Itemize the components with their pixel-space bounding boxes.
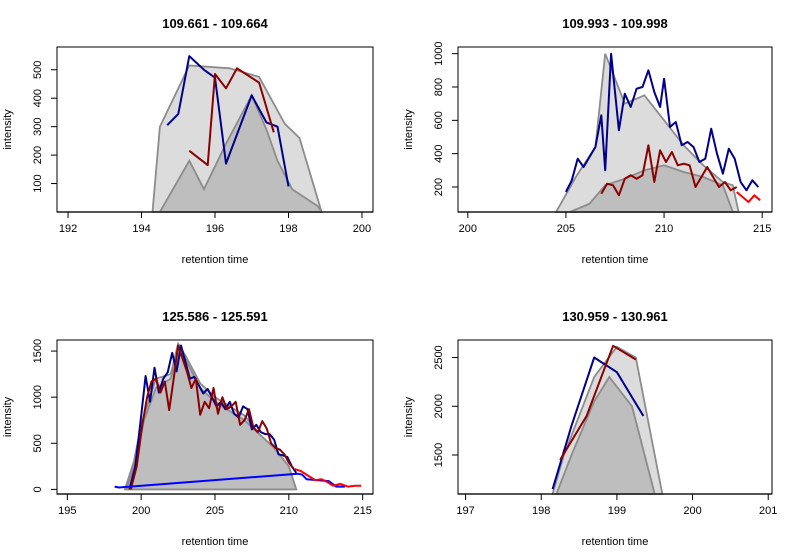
y-axis-label: intensity	[403, 396, 415, 437]
series-line-3	[736, 191, 761, 203]
y-tick-label: 0	[32, 486, 44, 492]
y-tick-label: 2500	[433, 345, 445, 369]
y-tick-label: 1500	[32, 339, 44, 363]
series-line-2	[129, 344, 295, 490]
x-axis-label: retention time	[582, 536, 649, 548]
x-tick-label: 205	[206, 505, 224, 517]
y-tick-label: 1500	[433, 443, 445, 467]
series-line-2	[559, 344, 637, 461]
y-tick-label: 300	[32, 117, 44, 135]
y-tick-label: 500	[32, 434, 44, 452]
x-tick-label: 195	[58, 505, 76, 517]
y-axis-label: intensity	[2, 396, 14, 437]
y-axis-label: intensity	[403, 109, 415, 150]
x-tick-label: 200	[132, 505, 150, 517]
y-tick-label: 1000	[433, 41, 445, 65]
chart-panel-4: 197 198 199 200 201 1500 2000 2500 130.959 - 130…	[403, 309, 777, 548]
series-line-4	[294, 468, 362, 488]
y-tick-label: 400	[433, 144, 445, 162]
x-tick-label: 200	[353, 223, 371, 235]
x-tick-label: 201	[759, 505, 777, 517]
x-tick-label: 199	[608, 505, 626, 517]
series-line-1	[565, 52, 760, 193]
y-tick-label: 500	[32, 61, 44, 79]
series-line-2	[188, 67, 275, 167]
x-tick-label: 198	[279, 223, 297, 235]
y-tick-label: 2000	[433, 394, 445, 418]
plot-frame	[457, 46, 773, 213]
chart-title: 109.661 - 109.664	[162, 16, 268, 31]
x-tick-label: 197	[456, 505, 474, 517]
series-line-2	[600, 144, 738, 197]
area-band-2	[158, 93, 324, 213]
x-tick-label: 215	[353, 505, 371, 517]
x-tick-label: 200	[683, 505, 701, 517]
x-tick-label: 192	[59, 223, 77, 235]
x-tick-label: 194	[132, 223, 150, 235]
y-axis-label: intensity	[2, 109, 14, 150]
y-tick-label: 1000	[32, 385, 44, 409]
chart-title: 130.959 - 130.961	[562, 309, 668, 324]
y-tick-label: 400	[32, 89, 44, 107]
chart-panel-2: 200 205 210 215 200 400 600 800 1000 109.993 - 10…	[403, 16, 773, 266]
x-tick-label: 196	[206, 223, 224, 235]
x-tick-label: 210	[280, 505, 298, 517]
area-band-2	[125, 343, 298, 491]
x-axis-label: retention time	[182, 254, 249, 266]
x-tick-label: 198	[532, 505, 550, 517]
y-tick-label: 200	[433, 178, 445, 196]
x-tick-label: 210	[655, 223, 673, 235]
chart-title: 125.586 - 125.591	[162, 309, 268, 324]
series-line-1	[551, 356, 645, 490]
chart-title: 109.993 - 109.998	[562, 16, 668, 31]
x-axis-label: retention time	[582, 254, 649, 266]
y-tick-label: 200	[32, 146, 44, 164]
y-tick-label: 600	[433, 111, 445, 129]
y-tick-label: 100	[32, 174, 44, 192]
chart-panel-3: 195 200 205 210 215 0 500 1000 1500 125.586 - 125…	[2, 309, 374, 548]
plot-frame	[457, 339, 773, 495]
x-axis-label: retention time	[182, 536, 249, 548]
y-tick-label: 800	[433, 78, 445, 96]
x-tick-label: 200	[459, 223, 477, 235]
x-tick-label: 215	[753, 223, 771, 235]
x-tick-label: 205	[557, 223, 575, 235]
chart-panel-1: 192 194 196 198 200 100 200 300 400 500 109.661 - …	[2, 16, 374, 266]
